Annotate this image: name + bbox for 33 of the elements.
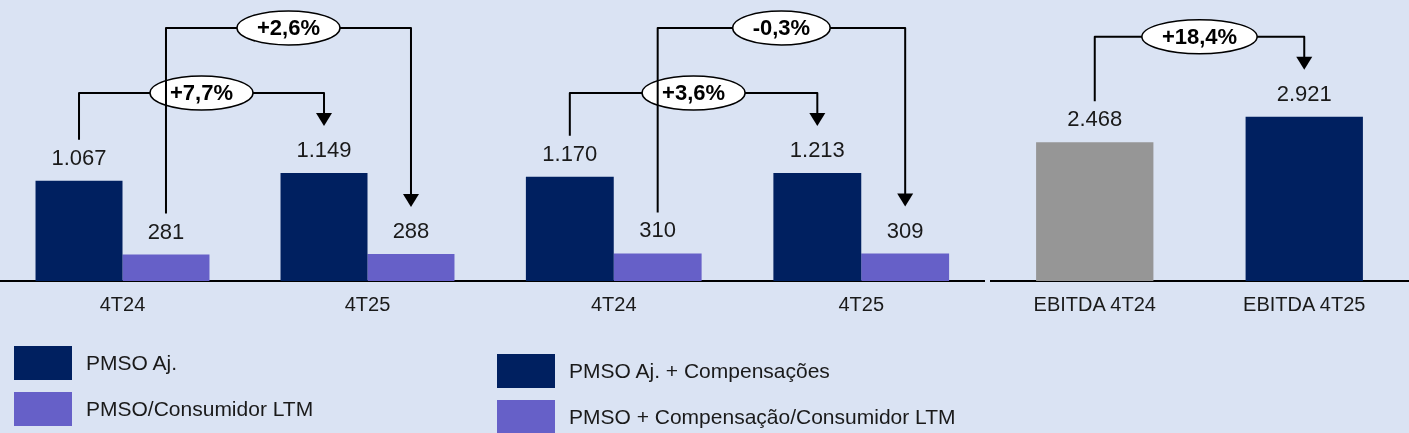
legend-label: PMSO Aj. bbox=[86, 351, 178, 375]
data-label: 281 bbox=[147, 218, 185, 244]
text: +2,6% bbox=[256, 14, 320, 40]
x-tick-label: EBITDA 4T24 bbox=[1033, 292, 1156, 315]
text: +7,7% bbox=[170, 79, 234, 105]
bar bbox=[525, 176, 614, 281]
data-label: 309 bbox=[886, 217, 924, 243]
text: -0,3% bbox=[752, 14, 811, 40]
bar bbox=[280, 172, 368, 281]
data-label: 1.067 bbox=[51, 144, 107, 170]
legend-label: PMSO/Consumidor LTM bbox=[86, 397, 314, 421]
x-tick-label: EBITDA 4T25 bbox=[1243, 292, 1366, 315]
data-label: 288 bbox=[392, 217, 430, 243]
data-label: 310 bbox=[639, 217, 677, 243]
bar bbox=[773, 172, 862, 281]
bar bbox=[122, 254, 210, 281]
bar bbox=[367, 253, 455, 281]
x-tick-label: 4T25 bbox=[838, 292, 885, 315]
legend-label: PMSO Aj. + Compensações bbox=[569, 359, 830, 383]
x-tick-label: 4T24 bbox=[590, 292, 637, 315]
bar bbox=[35, 180, 123, 281]
legend-label: PMSO + Compensação/Consumidor LTM bbox=[569, 405, 956, 429]
data-label: 2.468 bbox=[1067, 106, 1123, 132]
text: +18,4% bbox=[1161, 23, 1238, 49]
data-label: 2.921 bbox=[1276, 80, 1332, 106]
bar bbox=[613, 253, 702, 281]
x-tick-label: 4T25 bbox=[344, 292, 391, 315]
text: +3,6% bbox=[662, 79, 726, 105]
data-label: 1.149 bbox=[296, 136, 352, 162]
data-label: 1.213 bbox=[789, 136, 845, 162]
x-tick-label: 4T24 bbox=[99, 292, 146, 315]
bar bbox=[861, 253, 950, 281]
data-label: 1.170 bbox=[542, 140, 598, 166]
